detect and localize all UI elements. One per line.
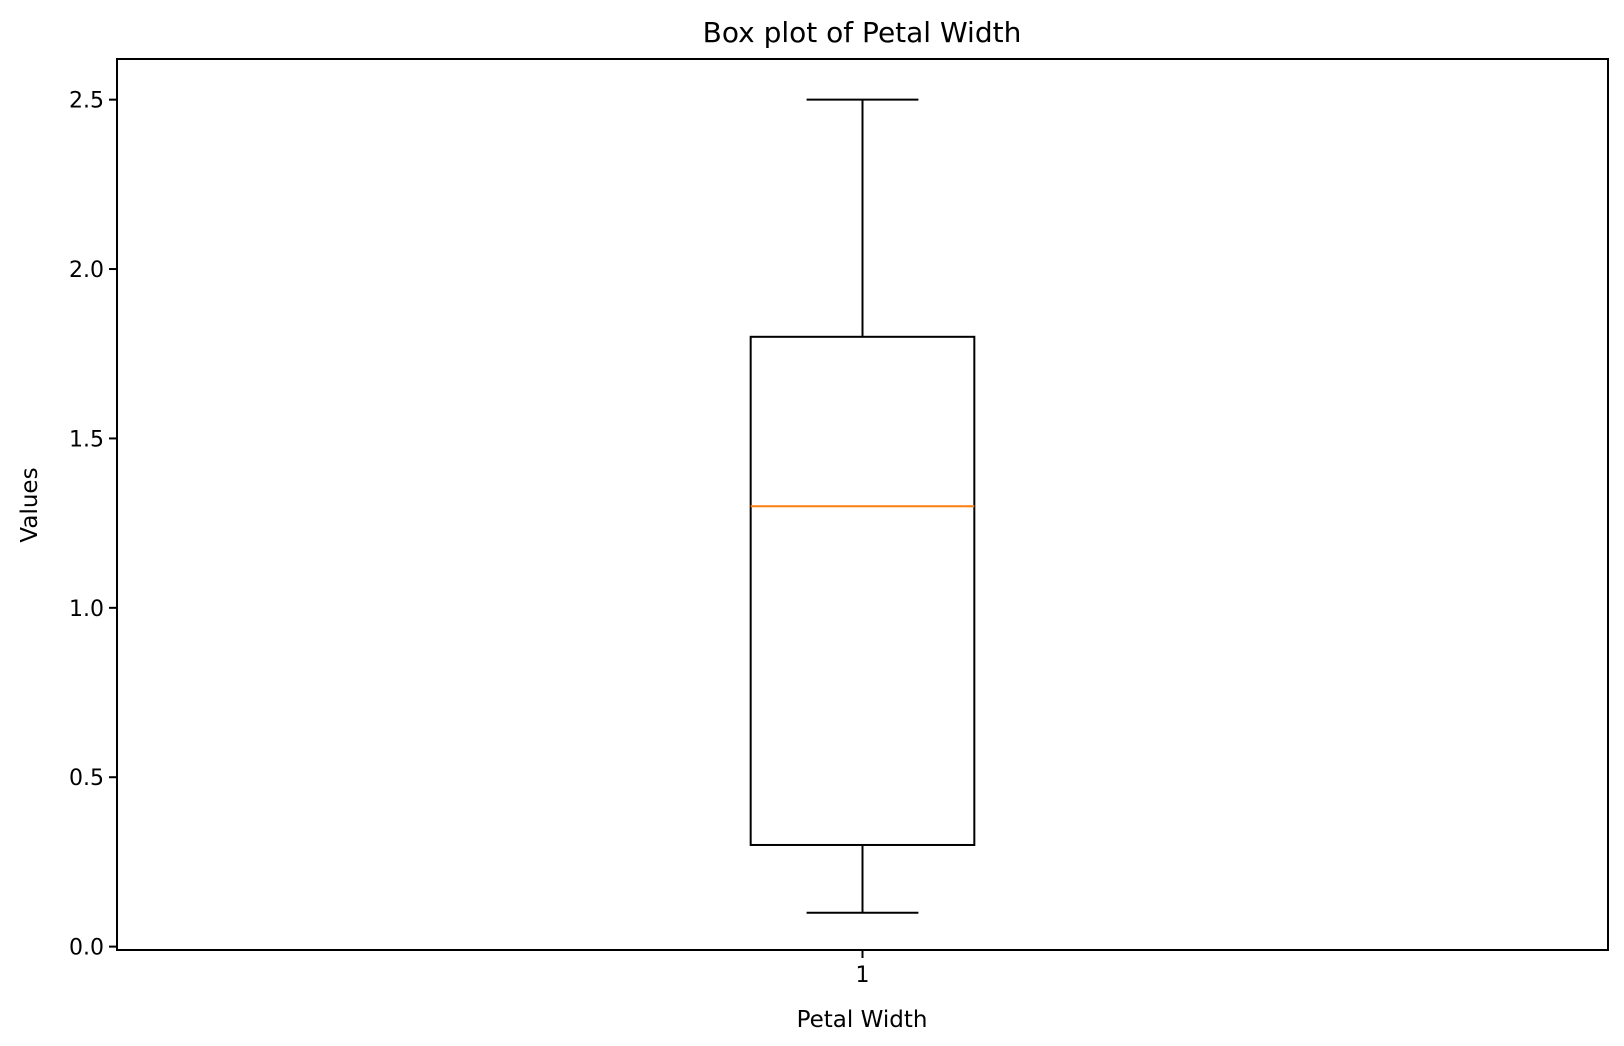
y-tick-label: 0.0 <box>69 936 104 961</box>
y-tick-label: 1.5 <box>69 427 104 452</box>
box-series <box>749 98 976 914</box>
y-axis: 0.0 0.5 1.0 1.5 2.0 2.5 <box>69 89 117 961</box>
x-axis-label: Petal Width <box>797 1007 928 1033</box>
box-iqr <box>749 335 976 846</box>
y-tick-label: 2.0 <box>69 258 104 283</box>
x-axis: 1 <box>856 950 870 988</box>
y-tick-label: 2.5 <box>69 89 104 114</box>
y-tick-label: 1.0 <box>69 597 104 622</box>
chart-title: Box plot of Petal Width <box>703 16 1022 49</box>
x-tick-label: 1 <box>856 963 870 988</box>
y-axis-label: Values <box>17 467 43 542</box>
y-tick-label: 0.5 <box>69 766 104 791</box>
